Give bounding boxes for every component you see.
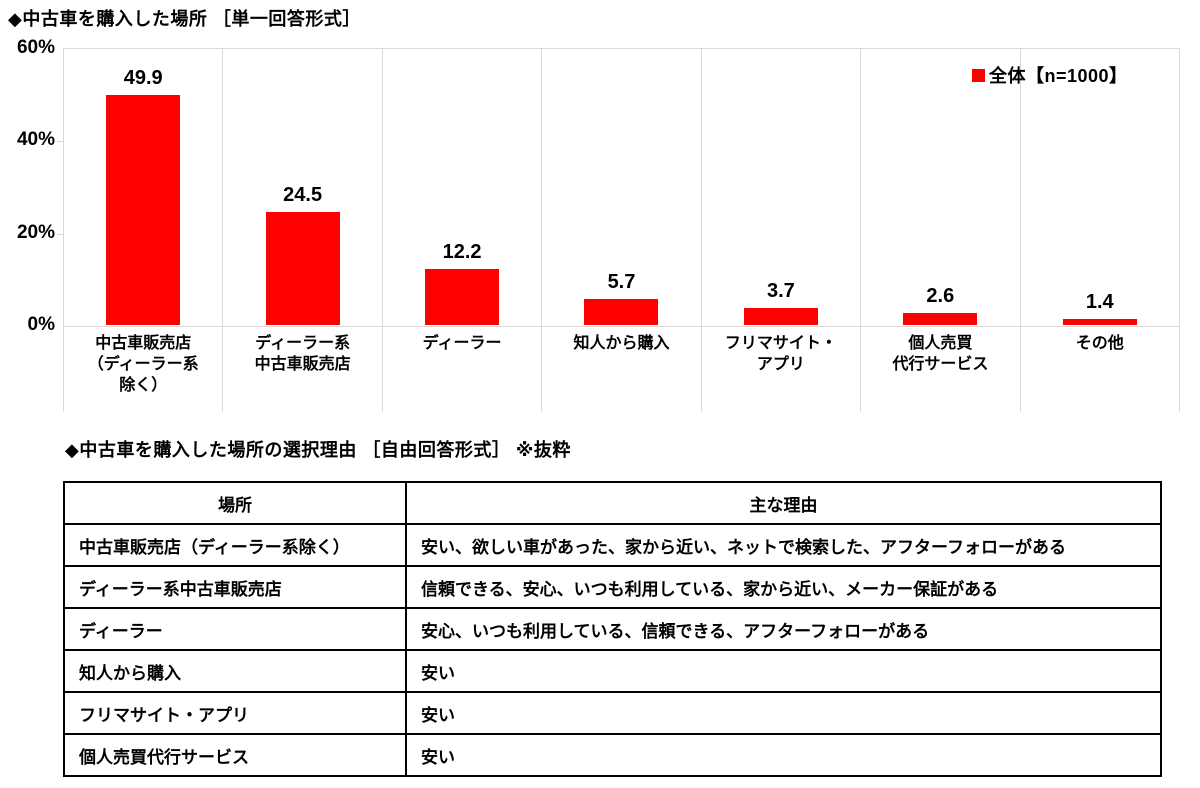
- bar: [584, 298, 659, 326]
- category-label: 中古車販売店 （ディーラー系 除く）: [87, 335, 199, 395]
- table-cell-reason: 安い: [405, 733, 1162, 777]
- bar-area: 12.2: [383, 49, 541, 326]
- bar-column: 49.9 中古車販売店 （ディーラー系 除く）: [64, 49, 224, 412]
- table-cell-reason: 安い: [405, 649, 1162, 693]
- bar-column: 12.2 ディーラー: [383, 49, 543, 412]
- category-label: 知人から購入: [573, 335, 670, 353]
- y-axis-tick-label: 60%: [16, 37, 55, 58]
- reasons-table: 場所 主な理由 中古車販売店（ディーラー系除く） 安い、欲しい車があった、家から…: [63, 481, 1162, 777]
- table-cell-reason: 安心、いつも利用している、信頼できる、アフターフォローがある: [405, 607, 1162, 651]
- table-row: フリマサイト・アプリ 安い: [63, 691, 1162, 735]
- y-axis-tick-label: 0%: [27, 314, 55, 335]
- category-label: 個人売買 代行サービス: [892, 335, 989, 374]
- bar-chart-plot-area: 49.9 中古車販売店 （ディーラー系 除く） 24.5 ディーラー系 中古車販…: [57, 48, 1180, 412]
- bar: [106, 94, 181, 326]
- bar-column: 3.7 フリマサイト・ アプリ: [702, 49, 862, 412]
- table-header-place: 場所: [63, 481, 407, 525]
- bar-value-label: 2.6: [926, 285, 955, 308]
- bar-value-label: 5.7: [607, 270, 636, 293]
- bar-value-label: 3.7: [766, 280, 795, 303]
- bar-column: 1.4 その他: [1021, 49, 1179, 412]
- bar-column: 24.5 ディーラー系 中古車販売店: [223, 49, 383, 412]
- bar-column: 2.6 個人売買 代行サービス: [861, 49, 1021, 412]
- chart-title: ◆中古車を購入した場所 ［単一回答形式］: [8, 9, 361, 29]
- category-label: フリマサイト・ アプリ: [724, 335, 837, 374]
- legend-label: 全体【n=1000】: [989, 66, 1128, 86]
- legend-swatch-icon: [972, 68, 985, 82]
- table-row: 中古車販売店（ディーラー系除く） 安い、欲しい車があった、家から近い、ネットで検…: [63, 523, 1162, 567]
- table-row: ディーラー系中古車販売店 信頼できる、安心、いつも利用している、家から近い、メー…: [63, 565, 1162, 609]
- bar-area: 24.5: [223, 49, 381, 326]
- bar: [903, 313, 978, 326]
- bar-area: 1.4: [1021, 49, 1179, 326]
- table-cell-place: ディーラー系中古車販売店: [63, 565, 407, 609]
- category-label: ディーラー系 中古車販売店: [254, 335, 351, 374]
- bar: [743, 308, 818, 326]
- legend: 全体【n=1000】: [972, 62, 1128, 88]
- bar-area: 5.7: [542, 49, 700, 326]
- table-cell-place: フリマサイト・アプリ: [63, 691, 407, 735]
- table-row: 個人売買代行サービス 安い: [63, 733, 1162, 777]
- bar-area: 49.9: [64, 49, 222, 326]
- table-title: ◆中古車を購入した場所の選択理由 ［自由回答形式］ ※抜粋: [65, 440, 571, 460]
- category-label: その他: [1075, 335, 1124, 353]
- bar: [1062, 318, 1137, 326]
- x-axis-line: [64, 326, 1179, 327]
- table-header-reason: 主な理由: [405, 481, 1162, 525]
- y-axis-tick-mark: [57, 234, 64, 235]
- table-cell-reason: 安い、欲しい車があった、家から近い、ネットで検索した、アフターフォローがある: [405, 523, 1162, 567]
- table-cell-place: 中古車販売店（ディーラー系除く）: [63, 523, 407, 567]
- bar-value-label: 12.2: [442, 240, 482, 263]
- y-axis-tick-label: 40%: [16, 129, 55, 150]
- table-row: 知人から購入 安い: [63, 649, 1162, 693]
- table-cell-reason: 安い: [405, 691, 1162, 735]
- category-label: ディーラー: [422, 335, 502, 353]
- bar: [265, 212, 340, 326]
- table-row: ディーラー 安心、いつも利用している、信頼できる、アフターフォローがある: [63, 607, 1162, 651]
- bar-value-label: 49.9: [123, 66, 163, 89]
- bar-area: 3.7: [702, 49, 860, 326]
- table-cell-place: ディーラー: [63, 607, 407, 651]
- bar-column: 5.7 知人から購入: [542, 49, 702, 412]
- bar-area: 2.6: [861, 49, 1019, 326]
- table-cell-place: 知人から購入: [63, 649, 407, 693]
- y-axis-tick-label: 20%: [16, 222, 55, 243]
- table-header-row: 場所 主な理由: [63, 481, 1162, 525]
- bar-value-label: 1.4: [1085, 290, 1114, 313]
- table-cell-reason: 信頼できる、安心、いつも利用している、家から近い、メーカー保証がある: [405, 565, 1162, 609]
- bar-value-label: 24.5: [283, 184, 323, 207]
- y-axis-tick-mark: [57, 141, 64, 142]
- table-cell-place: 個人売買代行サービス: [63, 733, 407, 777]
- bar: [425, 268, 500, 326]
